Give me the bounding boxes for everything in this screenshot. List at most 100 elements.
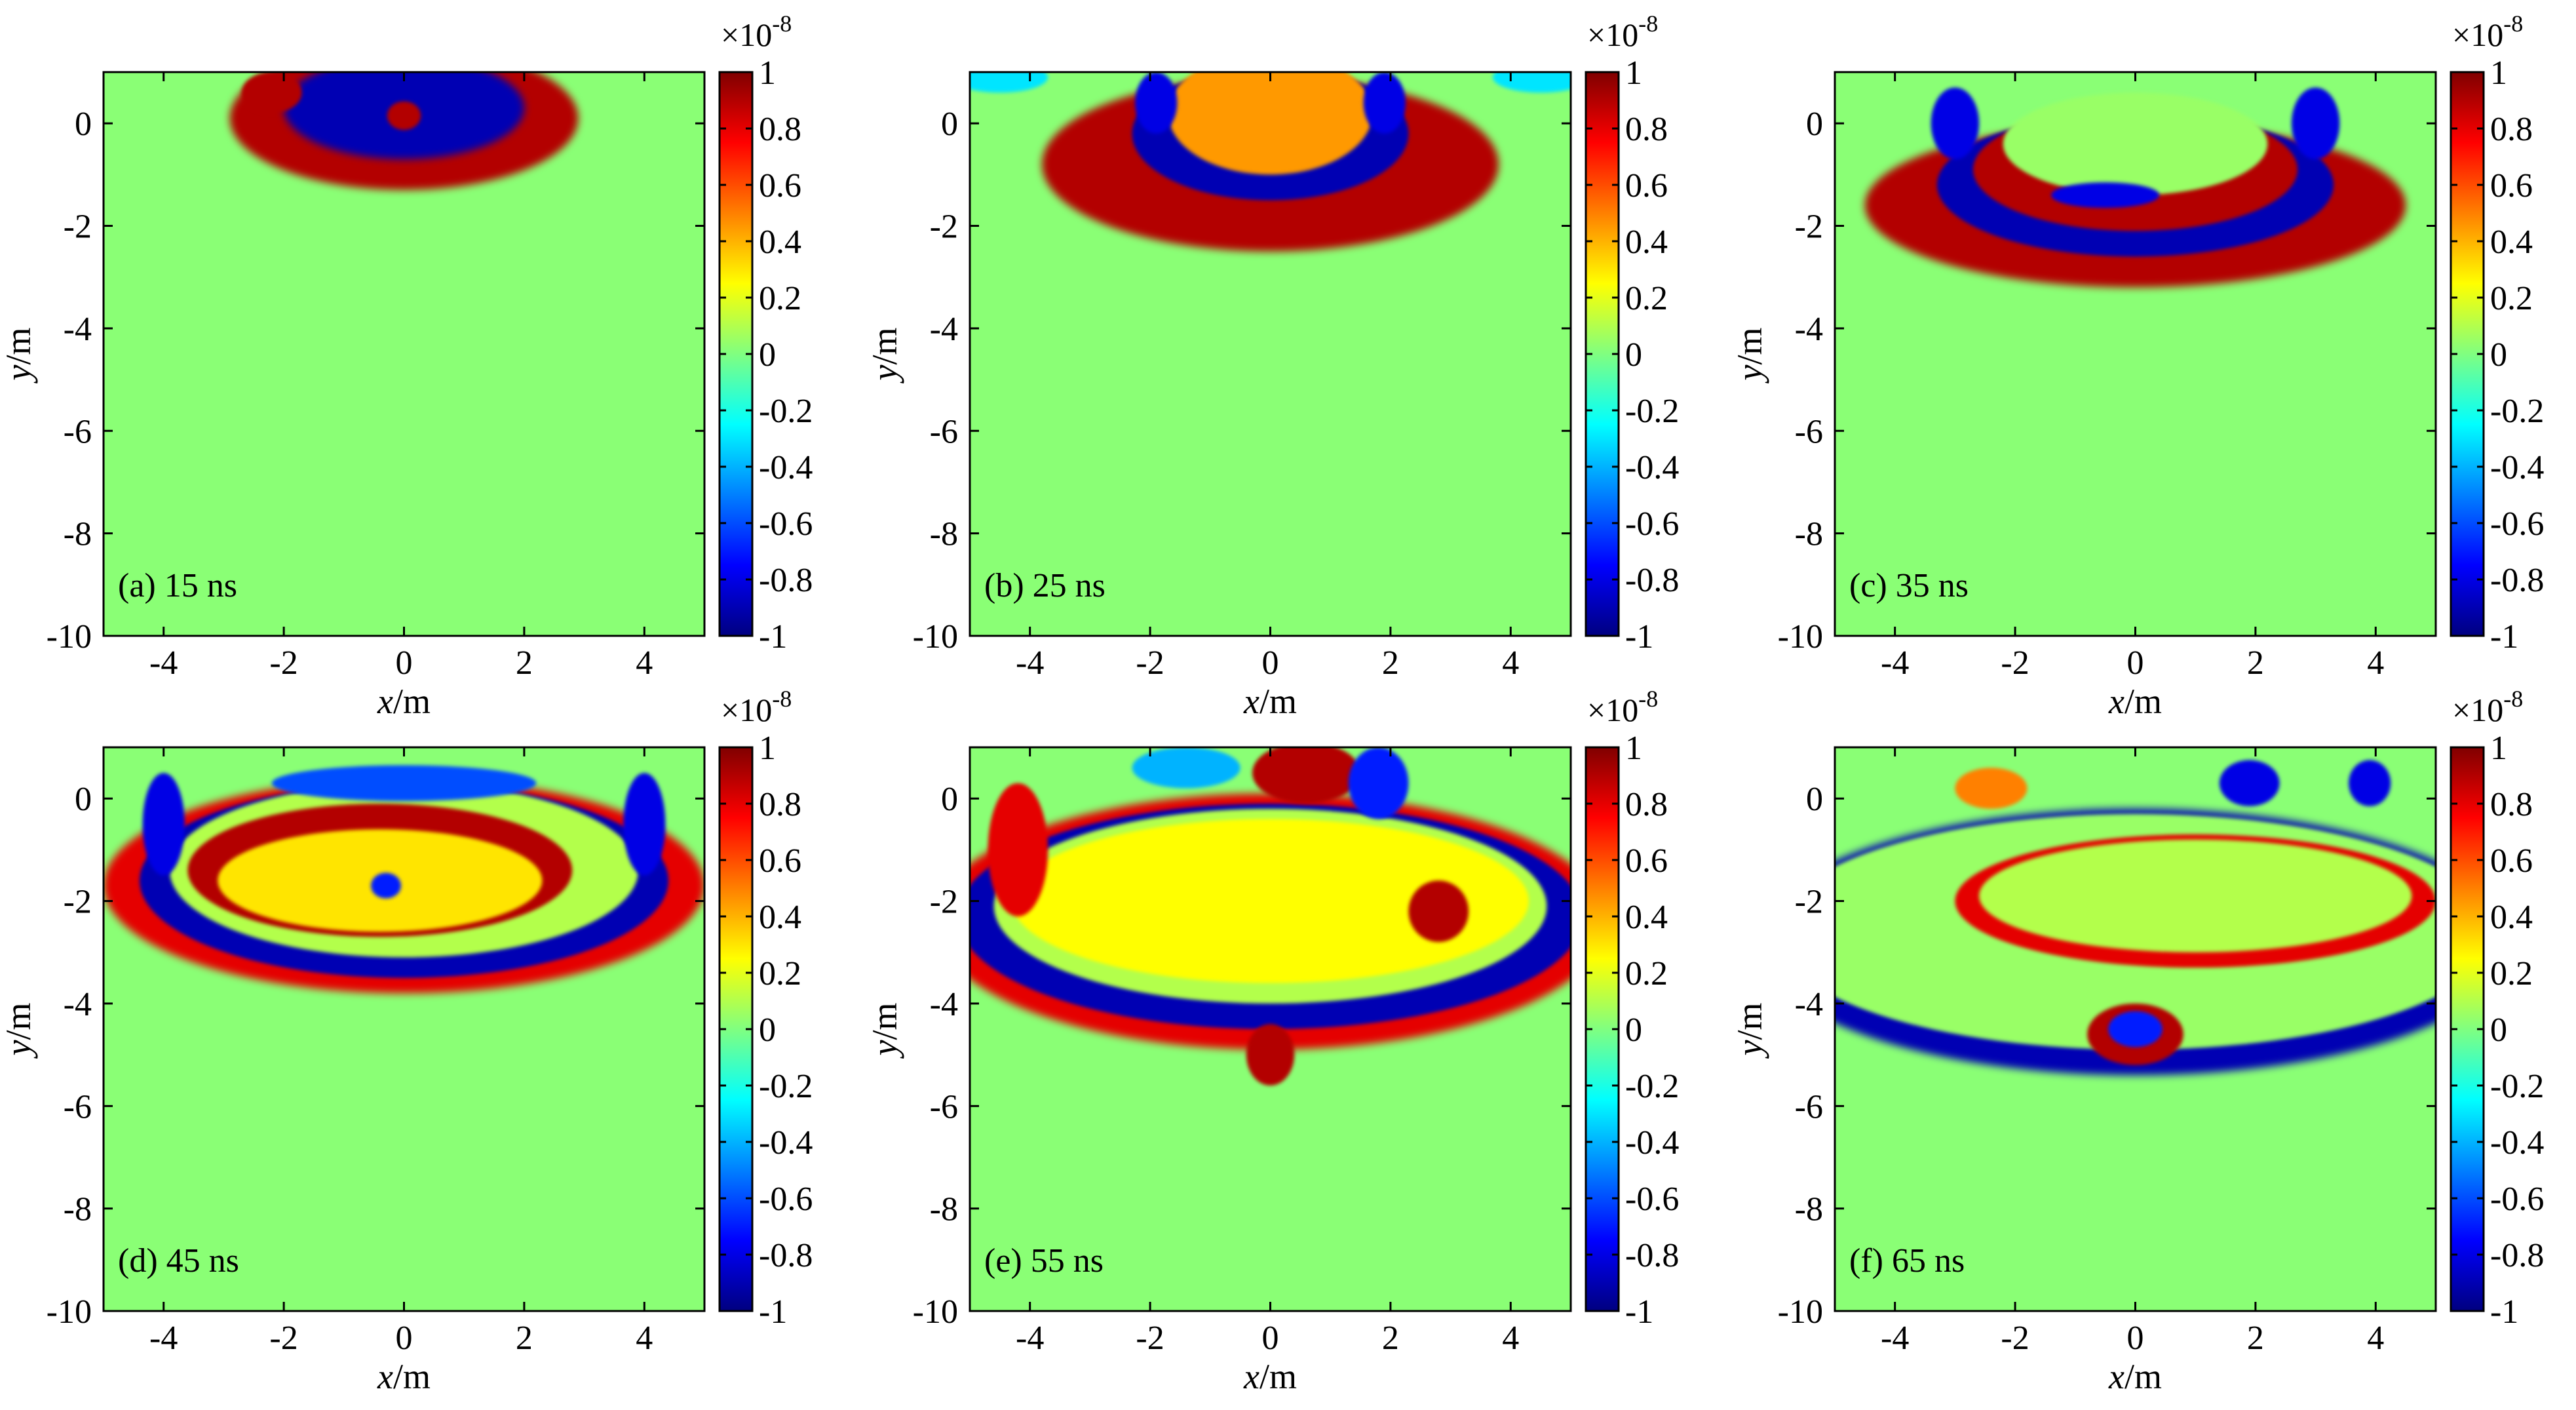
colorbar-tick-label: 0.6 [1625, 167, 1668, 205]
colorbar-tick-label: -0.8 [1625, 1237, 1679, 1274]
colorbar-multiplier-base: ×10 [1587, 16, 1638, 53]
wavefield [970, 747, 1571, 1086]
y-axis-unit: /m [1730, 328, 1769, 365]
x-tick-label: 2 [2247, 1320, 2264, 1357]
colorbar-tick-label: 0.4 [759, 899, 801, 936]
colorbar-tick-label: -1 [1625, 1293, 1653, 1331]
y-tick-label: -6 [1795, 1088, 1823, 1126]
x-axis-label: x/m [1243, 682, 1297, 721]
y-axis-unit: /m [865, 1003, 904, 1040]
wave-feature [1132, 747, 1240, 789]
colorbar-multiplier: ×10-8 [721, 10, 792, 53]
x-tick-label: 2 [516, 1320, 533, 1357]
x-axis-label: x/m [2108, 682, 2162, 721]
panel-label: (b) 25 ns [984, 567, 1105, 604]
y-tick-label: -2 [1795, 208, 1823, 246]
y-tick-label: -2 [930, 208, 958, 246]
y-tick-label: -10 [913, 1293, 958, 1331]
colorbar-tick-label: 0.4 [1625, 899, 1668, 936]
colorbar-tick-label: 0 [1625, 1011, 1642, 1049]
y-tick-label: -10 [1778, 618, 1823, 656]
x-axis-unit: /m [2124, 1357, 2162, 1396]
y-axis-label: y/m [1730, 328, 1769, 384]
x-tick-label: 4 [636, 1320, 653, 1357]
colorbar-multiplier-exp: -8 [2503, 686, 2523, 712]
y-axis-var: y [1730, 364, 1769, 383]
panel-d: -4 -2 0 2 40-2-4-6-8-10x/my/m(d) 45 ns10.80.… [0, 686, 813, 1396]
wave-feature [371, 872, 401, 899]
x-tick-label: 0 [396, 644, 413, 682]
x-tick-label: -4 [149, 644, 178, 682]
colorbar-tick-label: 0 [2490, 336, 2507, 374]
y-tick-label: -6 [64, 1088, 92, 1126]
y-tick-label: -10 [913, 618, 958, 656]
colorbar-multiplier-base: ×10 [2452, 692, 2503, 728]
x-tick-label: 2 [516, 644, 533, 682]
y-tick-label: -4 [1795, 986, 1823, 1023]
colorbar-tick-label: 1 [1625, 54, 1642, 92]
y-tick-label: 0 [1806, 106, 1823, 143]
colorbar-multiplier-exp: -8 [1638, 686, 1658, 712]
y-axis-label: y/m [865, 1003, 904, 1059]
y-tick-label: -4 [930, 311, 958, 348]
x-tick-label: 0 [396, 1320, 413, 1357]
x-tick-label: -2 [269, 1320, 298, 1357]
wave-feature [1246, 1024, 1295, 1086]
wave-feature [1348, 747, 1409, 819]
panel-e: -4 -2 0 2 40-2-4-6-8-10x/my/m(e) 55 ns10.80.… [865, 686, 1679, 1396]
y-tick-label: -10 [47, 618, 92, 656]
wave-feature [2051, 182, 2160, 208]
y-tick-label: -6 [930, 413, 958, 450]
colorbar-tick-label: -0.6 [1625, 505, 1679, 543]
x-axis-var: x [1243, 1357, 1259, 1396]
x-tick-label: 0 [2127, 1320, 2144, 1357]
colorbar-tick-label: -1 [759, 618, 787, 656]
x-tick-label: -2 [1136, 1320, 1164, 1357]
y-axis-label: y/m [0, 328, 38, 384]
wave-feature [2219, 760, 2280, 806]
colorbar-multiplier-base: ×10 [1587, 692, 1638, 728]
colorbar-tick-label: 1 [2490, 54, 2507, 92]
x-axis-label: x/m [377, 1357, 431, 1396]
colorbar-tick-label: 0.8 [2490, 111, 2533, 148]
y-axis-unit: /m [0, 328, 38, 365]
x-tick-label: -4 [1881, 644, 1909, 682]
wave-feature [1168, 72, 1373, 175]
panel-label: (e) 55 ns [984, 1242, 1104, 1280]
colorbar-multiplier-exp: -8 [1638, 10, 1658, 37]
y-tick-label: -6 [1795, 413, 1823, 450]
x-axis-unit: /m [1259, 1357, 1297, 1396]
colorbar-multiplier: ×10-8 [2452, 10, 2523, 53]
colorbar-multiplier-base: ×10 [721, 16, 772, 53]
wave-feature [241, 72, 302, 113]
y-tick-label: -6 [930, 1088, 958, 1126]
colorbar-multiplier: ×10-8 [1587, 10, 1658, 53]
y-axis-label: y/m [865, 328, 904, 384]
x-tick-label: 0 [1262, 644, 1279, 682]
colorbar-tick-label: 1 [759, 730, 776, 767]
colorbar-tick-label: -0.4 [1625, 449, 1679, 486]
colorbar-multiplier-exp: -8 [772, 10, 792, 37]
x-tick-label: 2 [2247, 644, 2264, 682]
x-axis-unit: /m [1259, 682, 1297, 721]
wave-feature [2291, 87, 2340, 159]
colorbar-tick-label: 1 [2490, 730, 2507, 767]
wave-feature [1931, 87, 1980, 159]
wave-feature [1408, 880, 1469, 943]
y-tick-label: 0 [941, 781, 958, 818]
y-axis-unit: /m [1730, 1003, 1769, 1040]
colorbar-tick-label: 0 [759, 1011, 776, 1049]
colorbar-tick-label: 0.8 [1625, 111, 1668, 148]
y-tick-label: 0 [75, 781, 92, 818]
wave-feature [1252, 747, 1361, 804]
x-tick-label: -4 [1016, 644, 1044, 682]
colorbar-tick-label: -1 [2490, 618, 2518, 656]
y-axis-var: y [1730, 1040, 1769, 1059]
wave-feature [387, 101, 421, 130]
colorbar-tick-label: 0.6 [2490, 167, 2533, 205]
x-tick-label: 2 [1382, 644, 1399, 682]
wavefield [1835, 760, 2436, 1076]
wave-feature [2003, 92, 2268, 195]
colorbar-tick-label: -0.4 [759, 449, 813, 486]
colorbar-tick-label: 0.8 [2490, 786, 2533, 823]
